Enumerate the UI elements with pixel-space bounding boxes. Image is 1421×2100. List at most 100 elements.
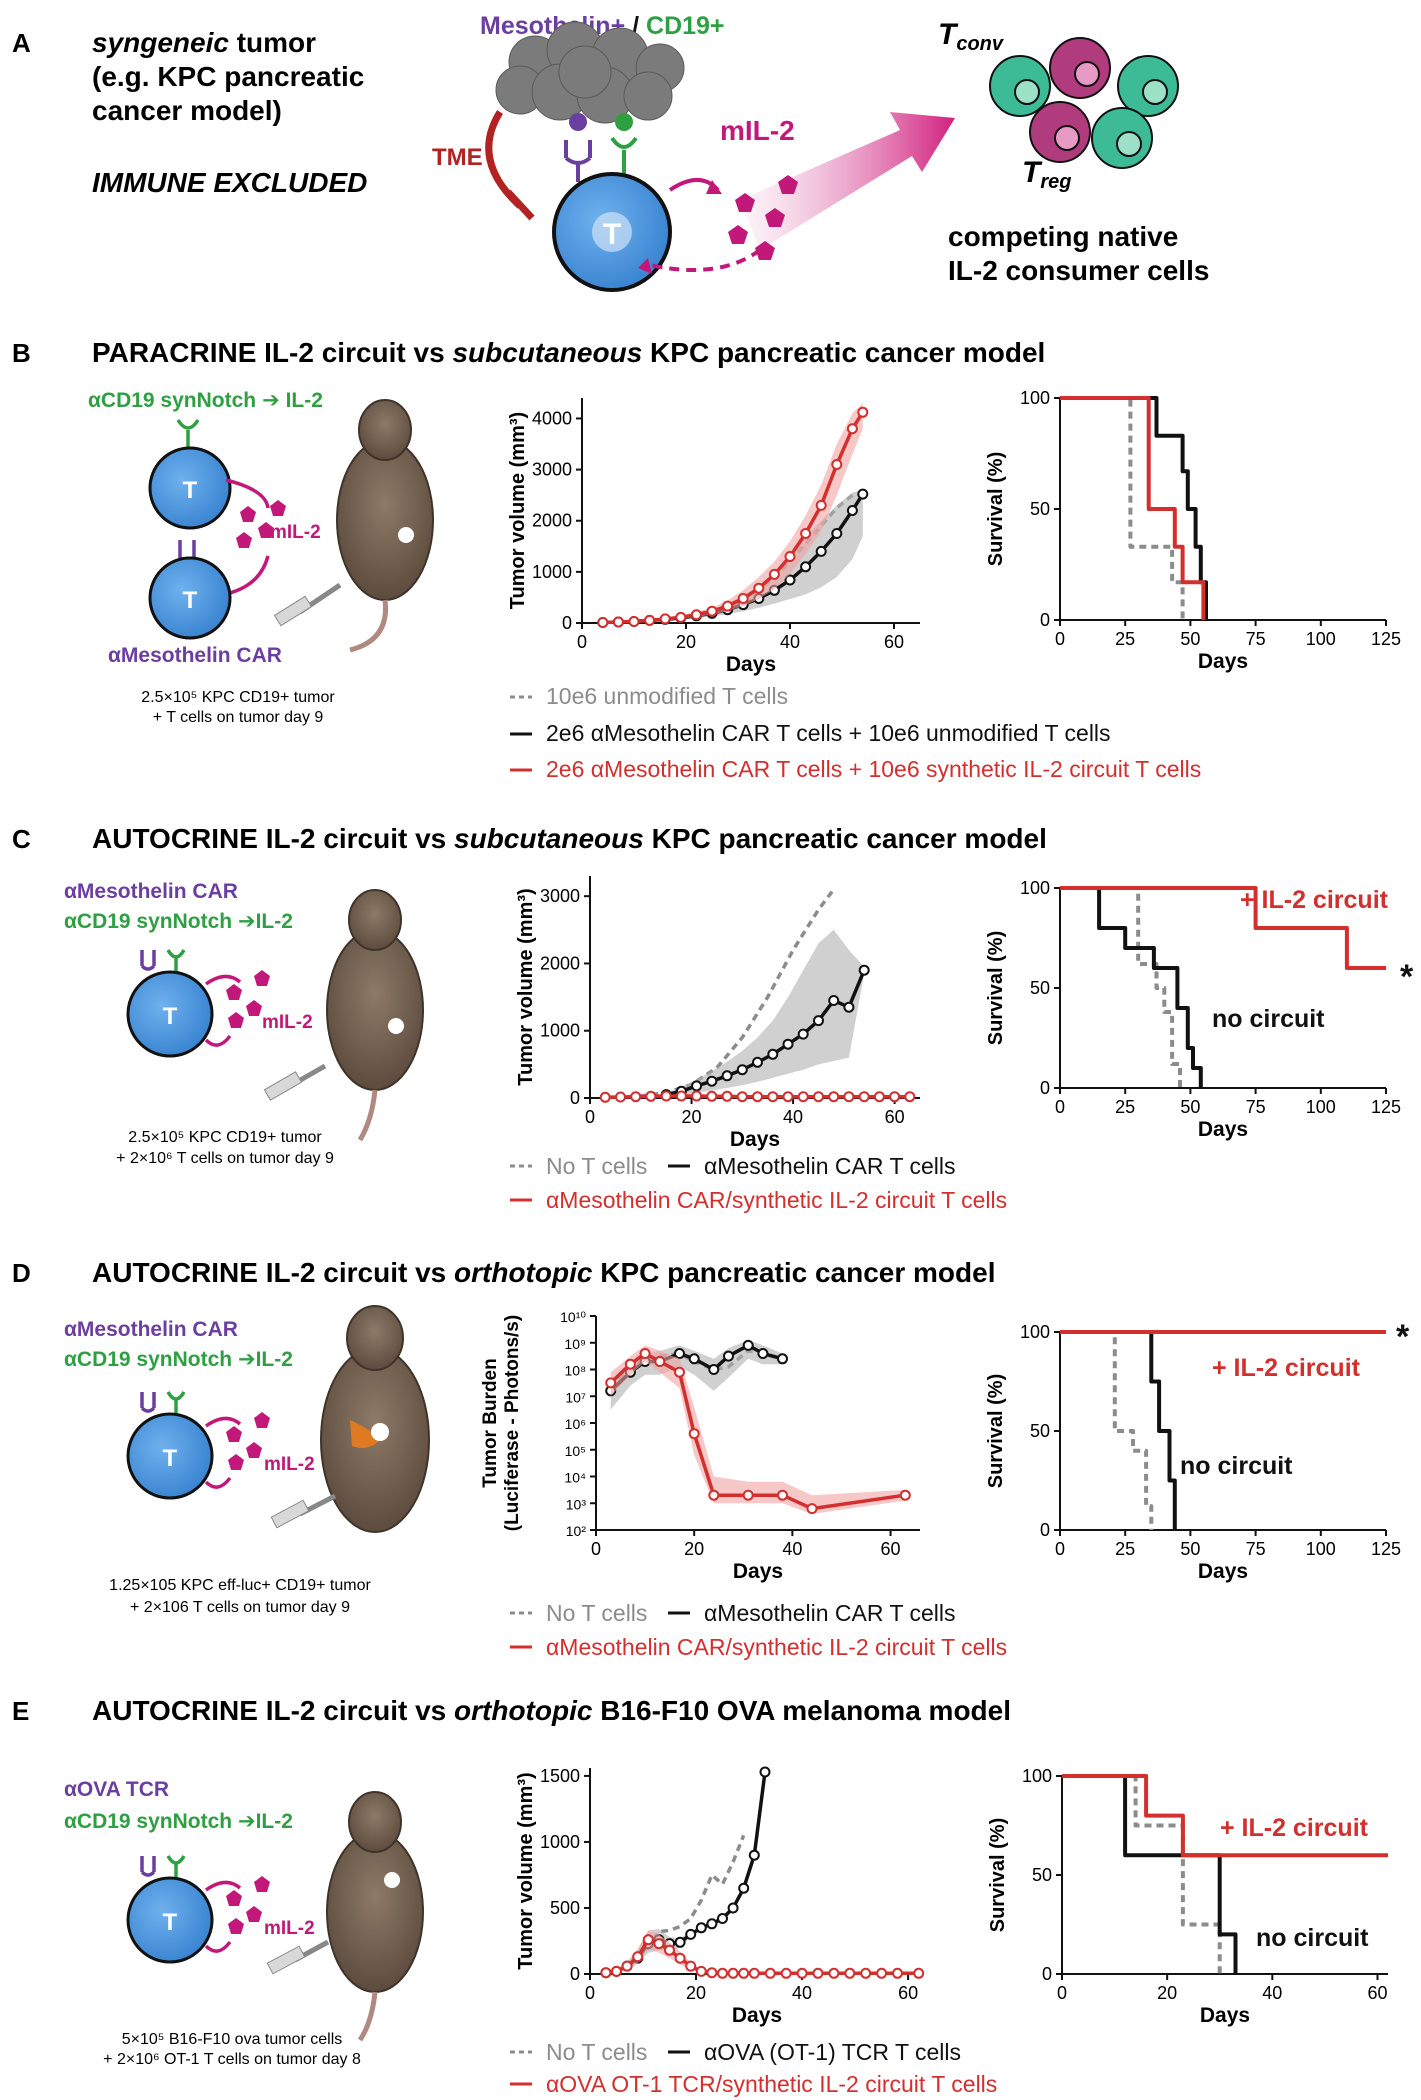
- x-tick-label: 60: [881, 1539, 901, 1559]
- t-cell-label-c: T: [163, 1003, 178, 1030]
- series-3-point: [889, 1091, 901, 1103]
- caption-b-1: 2.5×10⁵ KPC CD19+ tumor: [141, 689, 335, 706]
- x-tick-label: 100: [1306, 1539, 1336, 1559]
- y-axis-label: Tumor volume (mm³): [507, 412, 529, 609]
- series-3-point: [639, 1348, 651, 1359]
- competing-text-2: IL-2 consumer cells: [948, 255, 1209, 286]
- series-3-point: [664, 1944, 675, 1956]
- immune-excluded-text: IMMUNE EXCLUDED: [92, 167, 367, 198]
- series-3-line: [1060, 886, 1386, 970]
- series-3-point: [691, 1090, 703, 1102]
- receptors-icon-d: [140, 1391, 186, 1414]
- series-3-point: [722, 600, 734, 612]
- series-2-point: [708, 1364, 720, 1375]
- series-3-point: [806, 1503, 818, 1515]
- series-2-point: [736, 1064, 748, 1076]
- series-2-point: [777, 1353, 788, 1365]
- y-tick-label: 50: [1032, 1865, 1052, 1885]
- series-3-point: [612, 616, 624, 628]
- panel-letter-d: D: [12, 1258, 31, 1288]
- legend-e-label-1: No T cells: [546, 2039, 647, 2065]
- mouse-icon-e: [266, 1791, 424, 2042]
- y-tick-label: 10⁸: [565, 1363, 587, 1379]
- synnotch-receptor-icon-b: [176, 419, 200, 448]
- y-tick-label: 100: [1020, 878, 1050, 898]
- construct-synnotch-e: αCD19 synNotch ➔IL-2: [64, 1810, 293, 1833]
- series-3-point: [706, 605, 718, 617]
- legend-d-label-1: No T cells: [546, 1600, 647, 1626]
- series-3-point: [764, 1967, 776, 1979]
- label-circuit-c: + IL-2 circuit: [1240, 886, 1389, 914]
- series-3-point: [846, 423, 858, 435]
- legend-d-label-2: αMesothelin CAR T cells: [704, 1600, 955, 1626]
- y-tick-label: 10²: [566, 1523, 587, 1539]
- construct-car-d: αMesothelin CAR: [64, 1318, 238, 1341]
- series-2-point: [813, 1015, 824, 1027]
- construct-car-c: αMesothelin CAR: [64, 880, 238, 903]
- series-3-point: [899, 1489, 911, 1501]
- legend-b-label-3: 2e6 αMesothelin CAR T cells + 10e6 synth…: [546, 756, 1201, 782]
- mil2-label-c: mIL-2: [262, 1012, 313, 1033]
- caption-c-2: + 2×10⁶ T cells on tumor day 9: [116, 1150, 334, 1167]
- series-2-line: [1060, 886, 1203, 1088]
- series-2-point: [742, 1339, 754, 1351]
- x-tick-label: 125: [1371, 629, 1401, 649]
- series-3-point: [632, 1951, 644, 1963]
- series-3-point: [645, 1090, 657, 1102]
- legend-c-label-2: αMesothelin CAR T cells: [704, 1153, 955, 1179]
- x-tick-label: 40: [792, 1983, 812, 2003]
- panel-b-title: PARACRINE IL-2 circuit vs subcutaneous K…: [92, 337, 1045, 368]
- kpc-text-2: cancer model): [92, 95, 282, 126]
- label-circuit-e: + IL-2 circuit: [1220, 1814, 1369, 1842]
- y-tick-label: 1000: [540, 1832, 580, 1852]
- x-tick-label: 20: [682, 1107, 702, 1127]
- series-2-point: [757, 1348, 769, 1359]
- t-cell-icon-b1: [148, 446, 232, 530]
- series-3-point: [654, 1356, 666, 1367]
- series-3-point: [892, 1967, 903, 1979]
- series-3-point: [727, 1967, 739, 1979]
- legend-e-label-3: αOVA OT-1 TCR/synthetic IL-2 circuit T c…: [546, 2071, 997, 2097]
- caption-c-1: 2.5×10⁵ KPC CD19+ tumor: [128, 1129, 322, 1146]
- y-tick-label: 0: [570, 1088, 580, 1108]
- treg-label: Treg: [1022, 156, 1071, 193]
- significance-asterisk-c: *: [1400, 958, 1414, 996]
- x-tick-label: 40: [782, 1539, 802, 1559]
- x-tick-label: 0: [591, 1539, 601, 1559]
- series-3-point: [812, 1967, 824, 1979]
- series-3-point: [742, 1489, 754, 1501]
- label-nocircuit-c: no circuit: [1212, 1005, 1325, 1033]
- series-3-line: [1062, 1774, 1388, 1858]
- il2-molecules-icon-e: [226, 1876, 270, 1934]
- mouse-icon-b: [273, 399, 434, 653]
- y-axis-label: Survival (%): [985, 931, 1007, 1045]
- y-tick-label: 1000: [532, 562, 572, 582]
- t-cell-label-b1: T: [183, 477, 198, 504]
- series-2-point: [828, 995, 840, 1006]
- y-tick-label: 10³: [566, 1496, 587, 1512]
- series-3-point: [784, 551, 796, 562]
- x-tick-label: 60: [884, 632, 904, 652]
- chart-e-survival: 0 20 40 60 0 50 100 Days Survival (%): [987, 1766, 1388, 2027]
- y-tick-label: 2000: [540, 953, 580, 973]
- series-1-line: [1062, 1774, 1222, 1974]
- legend-d-label-3: αMesothelin CAR/synthetic IL-2 circuit T…: [546, 1634, 1007, 1660]
- series-3-point: [753, 582, 765, 594]
- y-axis-label: Survival (%): [987, 1818, 1009, 1932]
- series-3-point: [628, 616, 640, 627]
- autocrine-arrow-d: [204, 1416, 242, 1428]
- legend-c-label-1: No T cells: [546, 1153, 647, 1179]
- series-3-point: [828, 1967, 840, 1979]
- x-tick-label: 100: [1306, 1097, 1336, 1117]
- receptors-icon-c: [140, 949, 186, 972]
- tme-inhibition-bar: [505, 189, 535, 221]
- legend-b: 10e6 unmodified T cells 2e6 αMesothelin …: [510, 683, 1201, 782]
- series-2-point: [800, 561, 812, 573]
- t-cell-icon-d: [126, 1412, 214, 1500]
- series-3-point: [685, 1960, 697, 1972]
- chart-e-growth: 0 20 40 60 0 500 1000 1500 Days Tumor volume (mm³…: [515, 1766, 925, 2027]
- x-tick-label: 75: [1246, 629, 1266, 649]
- series-2-point: [782, 1038, 794, 1050]
- x-axis-label: Days: [733, 1560, 783, 1583]
- paracrine-arrow-2: [225, 555, 270, 596]
